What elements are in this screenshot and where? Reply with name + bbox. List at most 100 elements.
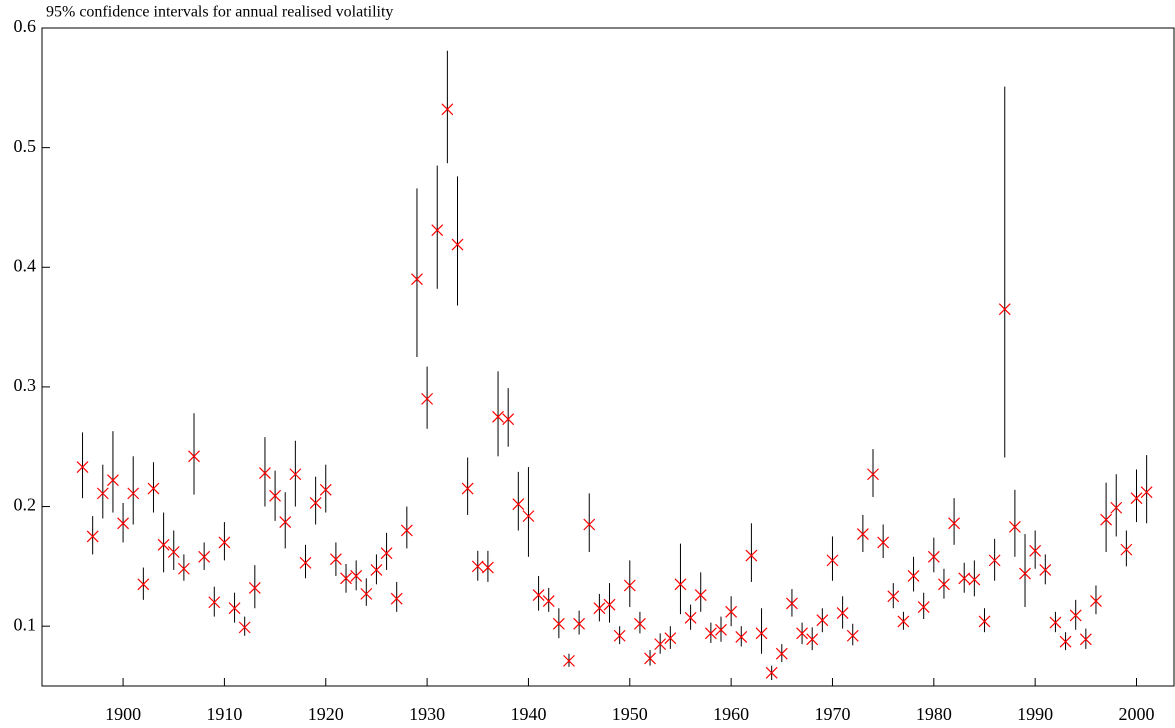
marker bbox=[390, 592, 403, 605]
marker bbox=[461, 482, 474, 495]
marker bbox=[674, 578, 687, 591]
marker bbox=[228, 602, 241, 615]
x-tick-label: 1990 bbox=[1017, 704, 1053, 724]
plot-frame bbox=[41, 27, 1175, 687]
marker bbox=[370, 564, 383, 576]
marker bbox=[715, 623, 727, 636]
marker bbox=[978, 615, 991, 628]
marker bbox=[188, 450, 200, 463]
marker bbox=[917, 601, 930, 613]
marker bbox=[806, 633, 819, 646]
marker bbox=[735, 631, 748, 643]
marker bbox=[279, 516, 292, 529]
marker bbox=[1069, 609, 1082, 622]
marker bbox=[1019, 567, 1031, 580]
marker bbox=[745, 549, 758, 562]
marker bbox=[208, 596, 221, 609]
marker bbox=[573, 617, 586, 630]
marker bbox=[867, 468, 879, 481]
marker bbox=[411, 273, 423, 286]
y-tick-label: 0.6 bbox=[14, 16, 37, 36]
marker bbox=[512, 498, 525, 511]
marker bbox=[117, 517, 129, 530]
marker bbox=[786, 597, 798, 610]
marker bbox=[796, 627, 808, 640]
marker bbox=[492, 410, 504, 423]
marker bbox=[968, 573, 981, 586]
marker bbox=[877, 536, 890, 549]
chart-title: 95% confidence intervals for annual real… bbox=[46, 4, 393, 21]
marker bbox=[248, 581, 261, 594]
marker bbox=[259, 467, 271, 479]
marker bbox=[380, 547, 393, 560]
marker bbox=[86, 530, 99, 543]
marker bbox=[421, 392, 434, 405]
marker bbox=[238, 621, 251, 634]
marker bbox=[127, 487, 140, 500]
marker bbox=[107, 474, 119, 487]
x-tick-label: 2000 bbox=[1119, 704, 1155, 724]
marker bbox=[269, 489, 282, 502]
marker bbox=[1039, 564, 1052, 576]
y-tick-label: 0.1 bbox=[14, 614, 37, 634]
x-tick-label: 1900 bbox=[105, 704, 141, 724]
x-tick-label: 1940 bbox=[510, 704, 546, 724]
marker bbox=[289, 468, 302, 481]
marker bbox=[725, 605, 738, 618]
marker bbox=[927, 550, 940, 563]
marker bbox=[907, 570, 920, 582]
marker bbox=[1100, 513, 1113, 526]
marker bbox=[998, 303, 1011, 316]
marker bbox=[76, 461, 89, 473]
marker bbox=[471, 560, 484, 573]
marker bbox=[309, 497, 322, 509]
marker bbox=[846, 629, 859, 642]
marker bbox=[400, 524, 413, 537]
x-tick-label: 1950 bbox=[612, 704, 648, 724]
marker bbox=[532, 589, 545, 602]
marker bbox=[603, 598, 616, 611]
marker bbox=[340, 572, 352, 585]
marker bbox=[299, 556, 312, 569]
marker bbox=[583, 518, 596, 531]
marker bbox=[542, 595, 555, 607]
marker bbox=[856, 528, 869, 540]
marker bbox=[775, 647, 788, 660]
marker bbox=[441, 103, 454, 116]
marker bbox=[633, 617, 646, 630]
y-tick-label: 0.5 bbox=[14, 136, 37, 156]
y-tick-label: 0.3 bbox=[14, 375, 37, 395]
marker bbox=[1120, 543, 1133, 556]
marker bbox=[1079, 633, 1092, 646]
marker bbox=[198, 550, 211, 563]
marker bbox=[704, 627, 717, 640]
marker bbox=[765, 666, 778, 679]
marker bbox=[644, 652, 656, 665]
marker bbox=[887, 590, 900, 603]
marker bbox=[664, 632, 677, 645]
x-tick-label: 1960 bbox=[713, 704, 749, 724]
marker bbox=[816, 614, 829, 627]
marker bbox=[593, 602, 606, 615]
marker bbox=[1090, 595, 1102, 607]
y-tick-label: 0.4 bbox=[14, 255, 37, 275]
marker bbox=[167, 546, 180, 558]
marker bbox=[177, 562, 190, 575]
marker bbox=[360, 587, 373, 600]
y-tick-label: 0.2 bbox=[14, 495, 37, 515]
marker bbox=[1130, 492, 1143, 505]
marker bbox=[836, 607, 849, 619]
marker bbox=[481, 561, 494, 574]
x-tick-label: 1920 bbox=[308, 704, 344, 724]
x-tick-label: 1970 bbox=[814, 704, 850, 724]
marker bbox=[563, 654, 575, 667]
marker bbox=[623, 579, 636, 592]
marker bbox=[613, 629, 626, 642]
marker bbox=[938, 578, 950, 591]
marker bbox=[897, 615, 910, 628]
marker bbox=[694, 589, 707, 602]
marker bbox=[319, 483, 332, 496]
marker bbox=[431, 224, 444, 237]
marker bbox=[502, 413, 515, 426]
marker bbox=[329, 553, 342, 566]
